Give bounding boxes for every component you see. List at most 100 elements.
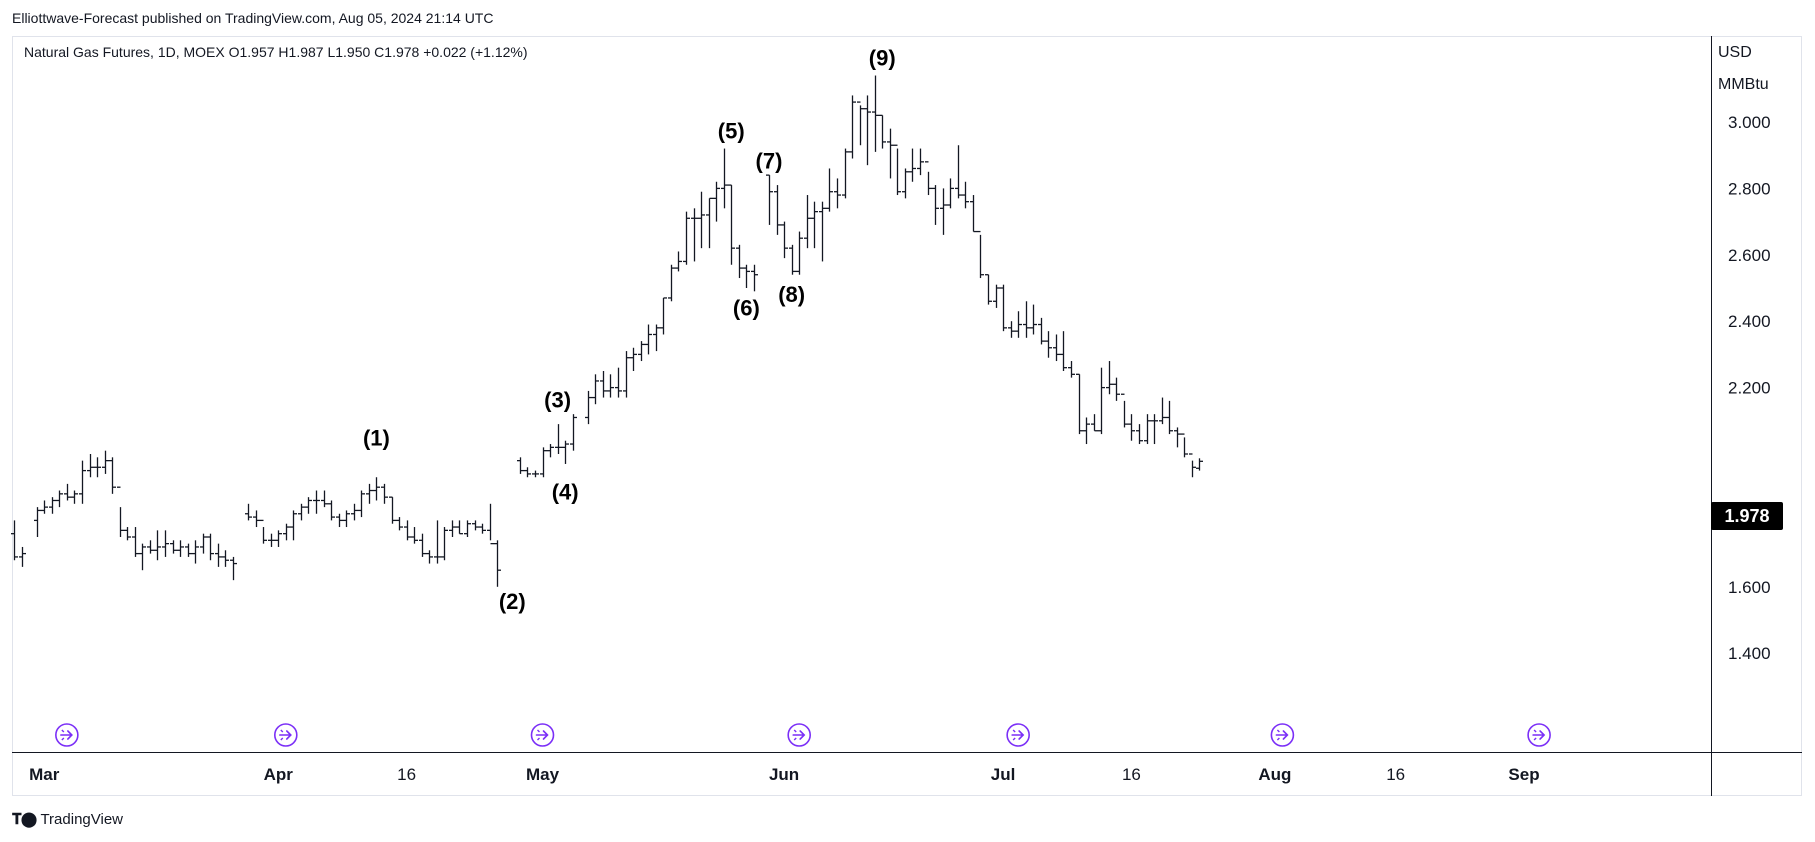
event-marker-icon[interactable] xyxy=(1527,723,1551,747)
ohlc-bar xyxy=(154,530,161,561)
price-tick-label: 2.400 xyxy=(1728,312,1771,331)
ohlc-bar xyxy=(1083,417,1090,445)
ohlc-bar xyxy=(1068,361,1075,378)
ohlc-bar xyxy=(532,470,539,478)
ohlc-bar xyxy=(1053,334,1060,362)
event-marker-icon[interactable] xyxy=(273,723,298,747)
time-tick-label: Aug xyxy=(1258,765,1291,784)
event-marker-icon[interactable] xyxy=(530,723,555,747)
ohlc-bar xyxy=(940,188,947,235)
ohlc-bar xyxy=(660,297,667,335)
chart-pane[interactable] xyxy=(12,36,1802,796)
ohlc-bar xyxy=(366,483,373,504)
event-marker-arrow xyxy=(1011,730,1025,740)
ohlc-bar xyxy=(336,513,343,528)
ohlc-bar xyxy=(524,467,531,478)
ohlc-bar xyxy=(177,540,184,557)
ohlc-bar xyxy=(751,264,758,292)
ohlc-bar xyxy=(872,75,879,152)
measure-unit[interactable]: MMBtu xyxy=(1718,76,1769,93)
ohlc-bars xyxy=(11,75,1203,587)
ohlc-bar xyxy=(132,527,139,557)
ohlc-bar xyxy=(925,161,932,196)
ohlc-bar xyxy=(600,371,607,398)
ohlc-bar xyxy=(645,324,652,355)
time-tick-label: 16 xyxy=(1386,765,1405,784)
ohlc-bar xyxy=(283,523,290,541)
price-tick-label: 1.600 xyxy=(1728,578,1771,597)
currency-unit[interactable]: USD xyxy=(1718,44,1752,61)
time-tick-label: 16 xyxy=(397,765,416,784)
ohlc-bar xyxy=(321,490,328,508)
ohlc-bar xyxy=(472,520,479,531)
ohlc-bar xyxy=(41,500,48,514)
ohlc-bar xyxy=(441,527,448,561)
ohlc-bar xyxy=(630,347,637,371)
ohlc-bar xyxy=(796,231,803,275)
ohlc-bar xyxy=(464,520,471,537)
ohlc-bar xyxy=(638,341,645,362)
ohlc-bar xyxy=(623,351,630,398)
ohlc-bar xyxy=(479,523,486,534)
publisher-line: Elliottwave-Forecast published on Tradin… xyxy=(12,10,494,26)
ohlc-bar xyxy=(653,324,660,352)
ohlc-bar xyxy=(381,483,388,504)
price-tick-label: 3.000 xyxy=(1728,113,1771,132)
ohlc-bar xyxy=(275,530,282,547)
price-tick-label: 1.400 xyxy=(1728,644,1771,663)
ohlc-bar xyxy=(162,530,169,557)
ohlc-bar xyxy=(1106,361,1113,395)
wave-label: (6) xyxy=(733,295,760,320)
ohlc-bar xyxy=(1136,424,1143,445)
wave-label: (8) xyxy=(778,282,805,307)
ohlc-bar xyxy=(1121,393,1128,428)
ohlc-bar xyxy=(404,520,411,541)
time-axis[interactable]: Mar Apr 16 May Jun Jul 16 Aug 16 Sep xyxy=(29,765,1540,784)
wave-label: (4) xyxy=(552,480,579,505)
ohlc-bar xyxy=(351,503,358,521)
ohlc-bar xyxy=(185,543,192,557)
symbol-legend[interactable]: Natural Gas Futures, 1D, MOEX O1.957 H1.… xyxy=(24,44,528,60)
ohlc-bar xyxy=(766,174,773,225)
ohlc-bar xyxy=(313,490,320,514)
ohlc-bar xyxy=(1091,414,1098,432)
ohlc-bar xyxy=(1008,321,1015,338)
ohlc-bar xyxy=(64,483,71,501)
ohlc-bar xyxy=(547,444,554,458)
ohlc-bar xyxy=(298,503,305,521)
ohlc-bar xyxy=(1128,414,1135,441)
ohlc-bar xyxy=(426,550,433,564)
event-marker-wing xyxy=(1533,729,1537,741)
event-marker-icon[interactable] xyxy=(787,723,812,747)
time-tick-label: Apr xyxy=(264,765,294,784)
time-tick-label: Sep xyxy=(1508,765,1539,784)
ohlc-bar xyxy=(909,148,916,182)
ohlc-bar xyxy=(1045,331,1052,358)
last-price-badge: 1.978 xyxy=(1711,502,1783,530)
wave-label: (1) xyxy=(363,426,390,451)
ohlc-bar xyxy=(94,457,101,478)
wave-label: (7) xyxy=(756,148,783,173)
ohlc-bar xyxy=(305,497,312,514)
ohlc-bar xyxy=(736,244,743,279)
event-marker-icon[interactable] xyxy=(1270,723,1295,747)
ohlc-bar xyxy=(102,450,109,474)
event-marker-wing xyxy=(1276,729,1280,741)
event-marker-arrow xyxy=(792,730,806,740)
event-marker-wing xyxy=(537,729,540,741)
ohlc-bar xyxy=(1015,311,1022,338)
ohlc-bar xyxy=(993,284,1000,308)
ohlc-bar xyxy=(728,184,735,265)
event-marker-icon[interactable] xyxy=(1006,723,1030,747)
ohlc-bar xyxy=(894,144,901,196)
ohlc-bar xyxy=(192,540,199,564)
event-marker-wing xyxy=(1012,729,1016,741)
ohlc-bar xyxy=(562,440,569,464)
ohlc-bar xyxy=(1189,453,1196,478)
ohlc-bar xyxy=(71,490,78,504)
event-icons xyxy=(55,723,1551,747)
ohlc-bar xyxy=(804,195,811,249)
event-marker-icon[interactable] xyxy=(55,723,79,747)
footer-brand[interactable]: 𝐓⬤ TradingView xyxy=(12,810,123,828)
